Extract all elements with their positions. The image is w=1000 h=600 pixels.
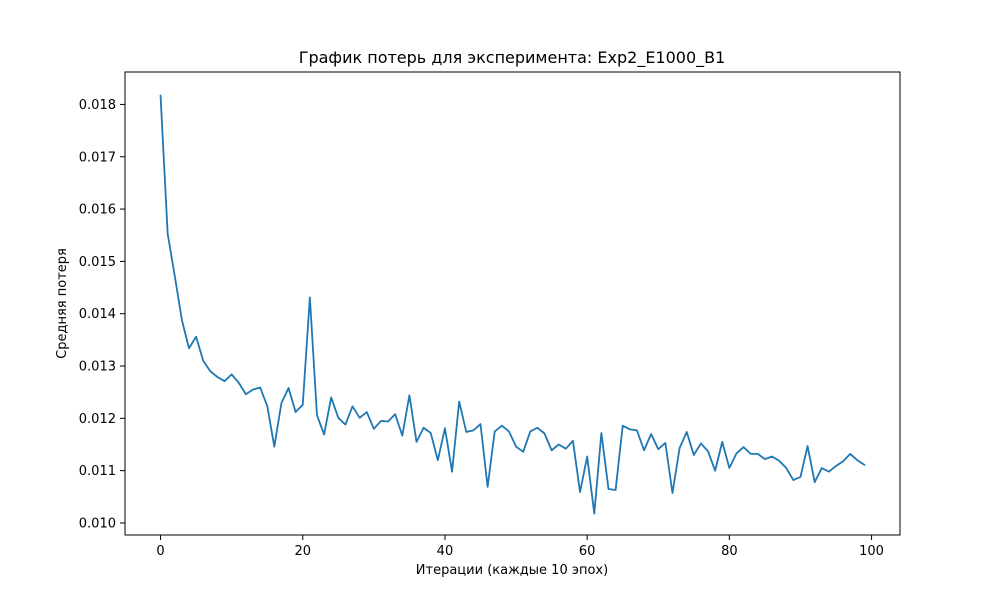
y-tick-label: 0.018 — [79, 98, 116, 113]
x-axis-label: Итерации (каждые 10 эпох) — [416, 563, 608, 578]
x-tick-label: 20 — [294, 544, 311, 559]
x-tick-label: 40 — [437, 544, 454, 559]
x-tick-label: 60 — [579, 544, 596, 559]
y-tick-label: 0.010 — [79, 516, 116, 531]
y-axis-label: Средняя потеря — [55, 248, 70, 359]
y-tick-label: 0.015 — [79, 255, 116, 270]
x-tick-label: 80 — [721, 544, 738, 559]
x-tick-label: 100 — [859, 544, 884, 559]
y-tick-label: 0.011 — [79, 464, 116, 479]
plot-area — [159, 94, 866, 515]
loss-series-line — [159, 94, 866, 515]
y-tick-label: 0.013 — [79, 360, 116, 375]
x-tick-label: 0 — [156, 544, 164, 559]
y-tick-label: 0.012 — [79, 412, 116, 427]
x-axis-ticks: 0 20 40 60 80 100 — [156, 535, 884, 559]
plot-frame — [124, 71, 901, 536]
chart-title: График потерь для эксперимента: Exp2_E10… — [299, 48, 726, 68]
y-tick-label: 0.016 — [79, 203, 116, 218]
y-tick-label: 0.014 — [79, 307, 116, 322]
y-tick-label: 0.017 — [79, 150, 116, 165]
y-axis-ticks: 0.010 0.011 0.012 0.013 0.014 0.015 0.016 0.017… — [79, 98, 125, 531]
